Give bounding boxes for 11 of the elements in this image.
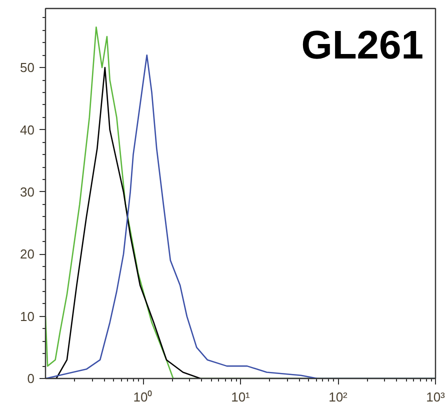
y-tick-label: 50 [20, 60, 35, 76]
y-tick-label: 20 [20, 246, 35, 262]
x-tick-label: 10¹ [231, 390, 251, 404]
y-tick-label: 10 [20, 308, 35, 324]
y-tick-label: 0 [27, 371, 35, 386]
y-tick-label: 40 [20, 122, 35, 138]
y-tick-label: 30 [20, 184, 35, 200]
annotation: GL261 [301, 24, 424, 68]
x-tick-label: 10⁰ [133, 390, 153, 404]
x-tick-label: 10² [328, 390, 348, 404]
x-tick-label: 10³ [426, 390, 445, 404]
